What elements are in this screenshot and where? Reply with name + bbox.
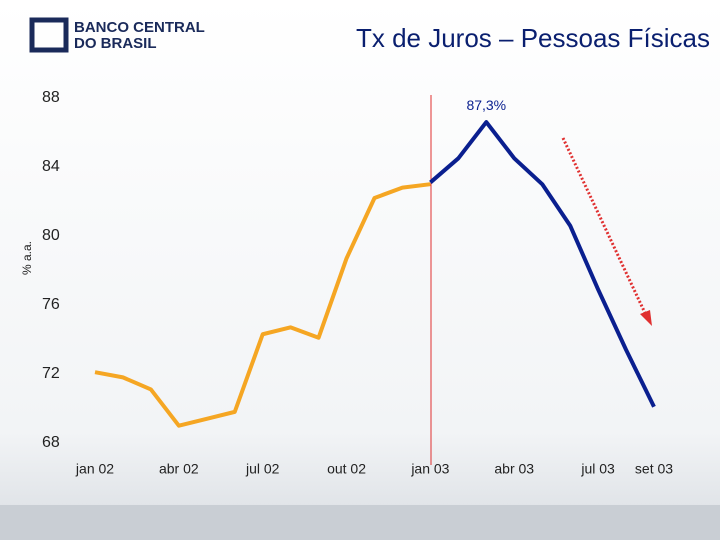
chart-title: Tx de Juros – Pessoas Físicas <box>356 23 710 53</box>
y-tick-label: 72 <box>42 365 60 382</box>
series-line <box>429 120 656 408</box>
x-tick-label: jul 02 <box>245 461 280 477</box>
trend-arrow-head <box>640 310 652 326</box>
x-tick-label: abr 03 <box>494 461 534 477</box>
trend-arrow <box>561 137 647 314</box>
logo-mark <box>29 17 69 53</box>
x-tick-label: out 02 <box>327 461 366 477</box>
x-tick-label: jul 03 <box>580 461 615 477</box>
y-tick-label: 80 <box>42 227 60 244</box>
x-tick-label: abr 02 <box>159 461 199 477</box>
logo-text: BANCO CENTRAL <box>74 19 205 36</box>
logo: BANCO CENTRAL DO BRASIL <box>29 17 205 53</box>
series-line <box>94 182 431 428</box>
footer-band <box>0 505 720 540</box>
x-tick-label: jan 03 <box>410 461 449 477</box>
y-tick-label: 68 <box>42 434 60 451</box>
x-tick-label: set 03 <box>635 461 673 477</box>
y-axis-label: % a.a. <box>20 241 34 275</box>
data-label: 87,3% <box>466 97 506 113</box>
logo-text: DO BRASIL <box>74 35 157 52</box>
y-tick-label: 84 <box>42 158 60 175</box>
x-tick-label: jan 02 <box>75 461 114 477</box>
y-tick-label: 76 <box>42 296 60 313</box>
y-tick-label: 88 <box>42 89 60 106</box>
